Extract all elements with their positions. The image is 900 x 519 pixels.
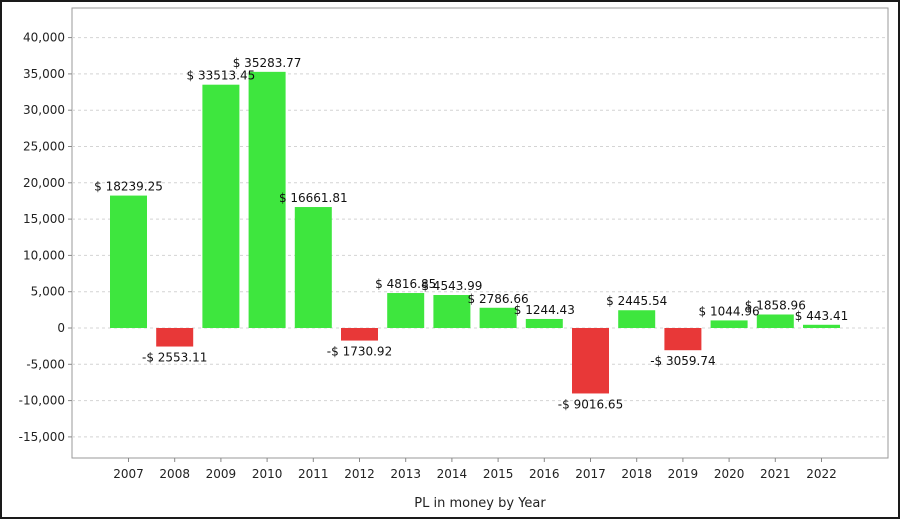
x-tick-label: 2013 xyxy=(390,467,421,481)
data-label-2020: $ 1044.96 xyxy=(699,304,760,318)
data-label-2018: $ 2445.54 xyxy=(606,294,667,308)
data-label-2007: $ 18239.25 xyxy=(94,180,163,194)
y-tick-label: 30,000 xyxy=(23,103,65,117)
bar-2016 xyxy=(525,318,563,328)
bar-2017 xyxy=(572,328,609,394)
x-tick-label: 2014 xyxy=(437,467,468,481)
bar-2009 xyxy=(202,84,240,328)
y-tick-label: 25,000 xyxy=(23,140,65,154)
data-label-2014: $ 4543.99 xyxy=(421,279,482,293)
bar-2019 xyxy=(664,328,702,351)
y-tick-label: 35,000 xyxy=(23,67,65,81)
y-axis: -15,000 -10,000 -5,000 0 5,000 10,000 15,000 20… xyxy=(19,31,72,444)
x-tick-label: 2010 xyxy=(252,467,283,481)
bar-2010 xyxy=(248,71,286,328)
y-tick-label: 20,000 xyxy=(23,176,65,190)
x-tick-label: 2017 xyxy=(575,467,606,481)
data-label-2021: $ 1858.96 xyxy=(745,299,806,313)
data-label-2016: $ 1244.43 xyxy=(514,303,575,317)
bar-2018 xyxy=(618,310,656,328)
x-tick-label: 2021 xyxy=(760,467,791,481)
x-tick-label: 2019 xyxy=(668,467,699,481)
x-tick-label: 2022 xyxy=(806,467,837,481)
bars xyxy=(110,71,840,394)
x-tick-label: 2011 xyxy=(298,467,329,481)
y-tick-label: 5,000 xyxy=(31,285,65,299)
x-axis: 2007 2008 2009 2010 2011 2012 2013 2014 2015 2016… xyxy=(113,458,837,481)
bar-2021 xyxy=(756,314,794,328)
x-axis-title: PL in money by Year xyxy=(414,496,546,511)
bar-2015 xyxy=(479,307,517,328)
x-tick-label: 2020 xyxy=(714,467,745,481)
y-tick-label: -5,000 xyxy=(26,357,65,371)
bar-2011 xyxy=(294,207,332,328)
data-label-2010: $ 35283.77 xyxy=(233,56,302,70)
y-tick-label: -10,000 xyxy=(19,394,65,408)
data-label-2011: $ 16661.81 xyxy=(279,191,348,205)
x-tick-label: 2015 xyxy=(483,467,514,481)
y-tick-label: 0 xyxy=(57,321,65,335)
data-label-2019: -$ 3059.74 xyxy=(650,354,715,368)
y-tick-label: 10,000 xyxy=(23,248,65,262)
x-tick-label: 2018 xyxy=(621,467,652,481)
bar-2020 xyxy=(710,320,748,328)
x-tick-label: 2016 xyxy=(529,467,560,481)
bar-2014 xyxy=(433,295,471,328)
data-label-2012: -$ 1730.92 xyxy=(327,345,392,359)
data-labels: $ 18239.25 -$ 2553.11 $ 33513.45$ 35283.77… xyxy=(94,56,848,412)
data-label-2015: $ 2786.66 xyxy=(468,292,529,306)
data-label-2017: -$ 9016.65 xyxy=(558,397,623,411)
bar-2013 xyxy=(387,293,425,328)
data-label-2022: $ 443.41 xyxy=(795,309,848,323)
x-tick-label: 2009 xyxy=(206,467,237,481)
data-label-2008: -$ 2553.11 xyxy=(142,351,207,365)
gridlines xyxy=(72,37,888,438)
y-tick-label: -15,000 xyxy=(19,430,65,444)
bar-2008 xyxy=(156,328,194,347)
x-tick-label: 2012 xyxy=(344,467,375,481)
y-tick-label: 15,000 xyxy=(23,212,65,226)
data-label-2009: $ 33513.45 xyxy=(187,69,256,83)
x-tick-label: 2008 xyxy=(159,467,190,481)
bar-2022 xyxy=(803,324,840,328)
bar-2007 xyxy=(110,195,147,328)
x-tick-label: 2007 xyxy=(113,467,144,481)
bar-2012 xyxy=(341,328,378,341)
data-label-2013: $ 4816.85 xyxy=(375,277,436,291)
y-tick-label: 40,000 xyxy=(23,31,65,45)
